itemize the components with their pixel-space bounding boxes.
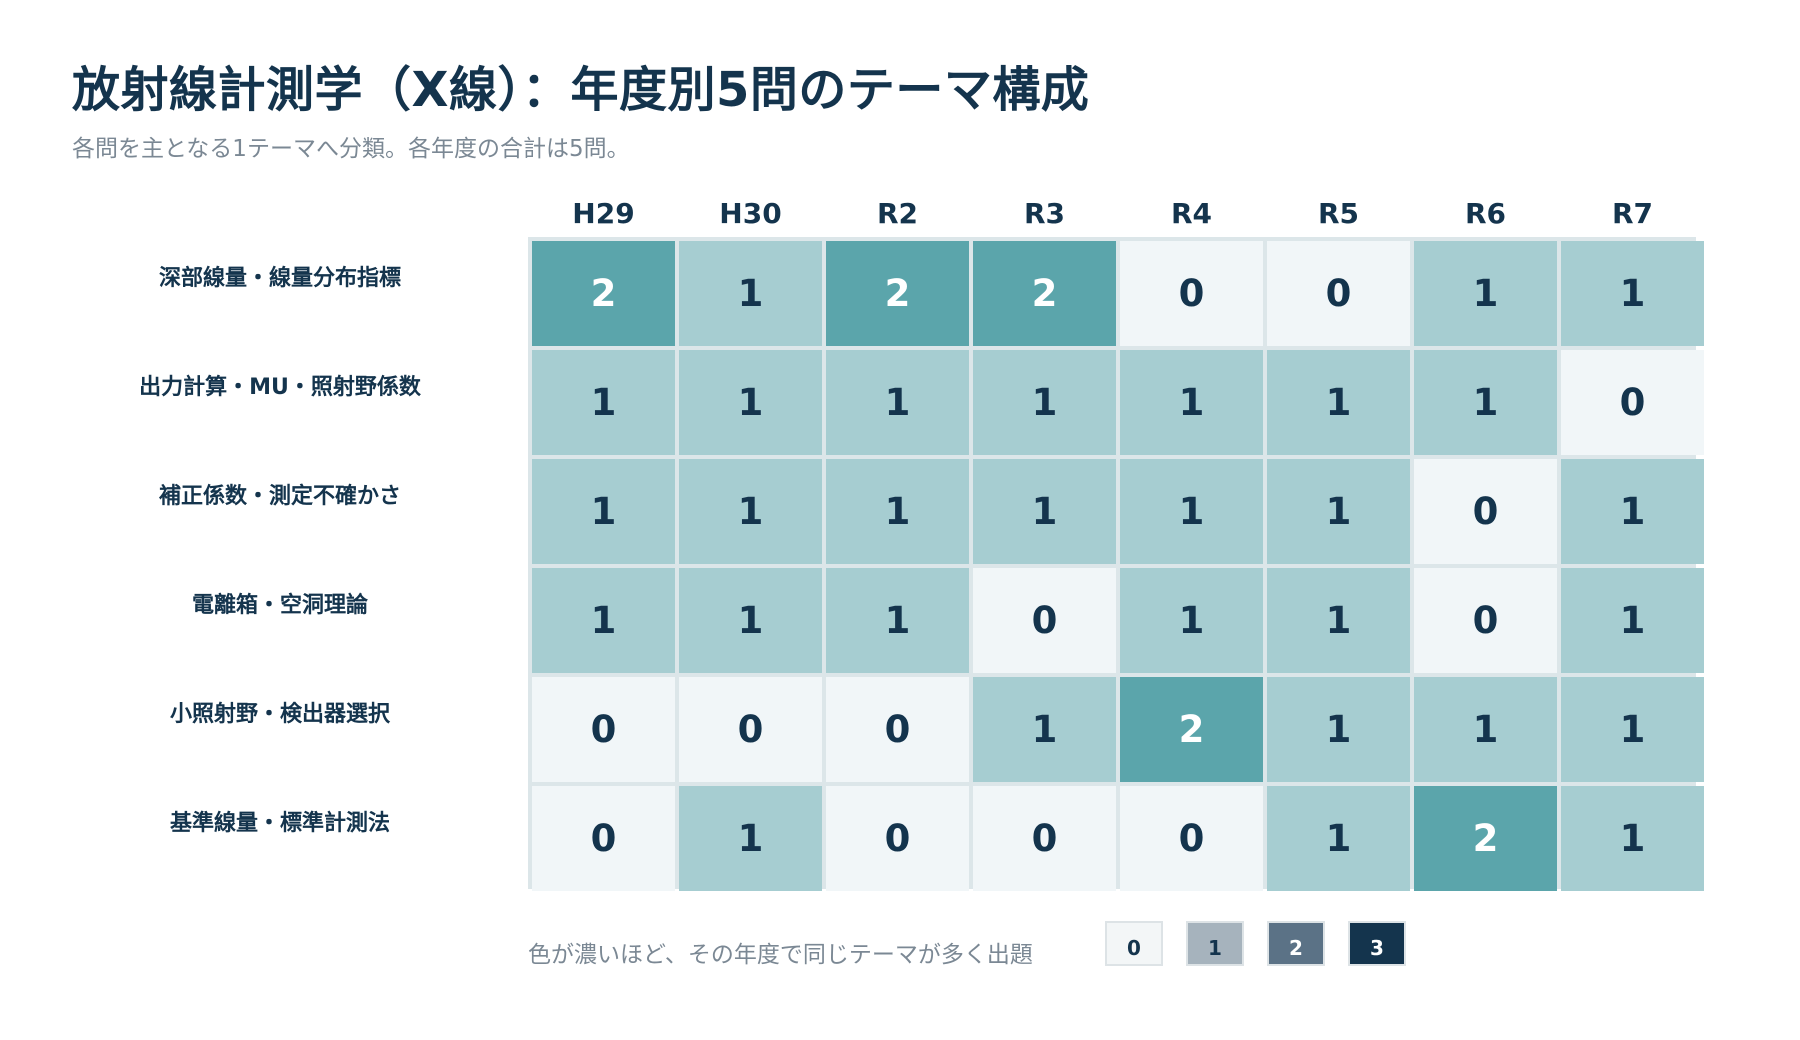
heatmap-cell-r1-r5: 0: [1267, 241, 1410, 346]
heatmap-cell-r6-r6: 2: [1414, 786, 1557, 891]
heatmap-cell-r5-r6: 1: [1414, 677, 1557, 782]
heatmap-cell-r3-h30: 1: [679, 459, 822, 564]
chart-subtitle: 各問を主となる1テーマへ分類。各年度の合計は5問。: [72, 136, 630, 162]
heatmap-cell-r5-r3: 1: [973, 677, 1116, 782]
heatmap-cell-r3-r5: 1: [1267, 459, 1410, 564]
heatmap-cell-r5-h29: 0: [532, 677, 675, 782]
heatmap-cell-r1-r4: 0: [1120, 241, 1263, 346]
heatmap-cell-r3-r3: 1: [973, 459, 1116, 564]
heatmap-cell-r1-r3: 2: [973, 241, 1116, 346]
column-header-r7: R7: [1611, 197, 1654, 230]
heatmap-cell-r2-r6: 1: [1414, 350, 1557, 455]
legend-swatch-0: 0: [1105, 921, 1163, 966]
column-header-h29: H29: [572, 197, 635, 230]
heatmap-cell-r5-r2: 0: [826, 677, 969, 782]
column-header-r5: R5: [1317, 197, 1360, 230]
heatmap-cell-r1-h29: 2: [532, 241, 675, 346]
column-header-r4: R4: [1170, 197, 1213, 230]
heatmap-cell-r4-h30: 1: [679, 568, 822, 673]
heatmap-cell-r2-h29: 1: [532, 350, 675, 455]
heatmap-cell-r2-r4: 1: [1120, 350, 1263, 455]
row-label-5: 小照射野・検出器選択: [169, 701, 390, 727]
heatmap-cell-r1-r2: 2: [826, 241, 969, 346]
heatmap-cell-r6-h30: 1: [679, 786, 822, 891]
row-label-6: 基準線量・標準計測法: [169, 810, 390, 836]
chart-title: 放射線計測学（X線）：年度別5問のテーマ構成: [72, 62, 1090, 118]
heatmap-cell-r4-r5: 1: [1267, 568, 1410, 673]
heatmap-cell-r6-r7: 1: [1561, 786, 1704, 891]
row-label-4: 電離箱・空洞理論: [191, 592, 368, 618]
heatmap-cell-r2-r7: 0: [1561, 350, 1704, 455]
heatmap-cell-r4-r2: 1: [826, 568, 969, 673]
heatmap-cell-r5-r4: 2: [1120, 677, 1263, 782]
heatmap-cell-r1-r7: 1: [1561, 241, 1704, 346]
heatmap-cell-r3-r6: 0: [1414, 459, 1557, 564]
heatmap-cell-r2-h30: 1: [679, 350, 822, 455]
heatmap-cell-r2-r5: 1: [1267, 350, 1410, 455]
legend-swatch-2: 2: [1267, 921, 1325, 966]
column-header-r3: R3: [1023, 197, 1066, 230]
heatmap-cell-r1-r6: 1: [1414, 241, 1557, 346]
heatmap-cell-r3-h29: 1: [532, 459, 675, 564]
heatmap-cell-r2-r2: 1: [826, 350, 969, 455]
heatmap-cell-r6-r5: 1: [1267, 786, 1410, 891]
heatmap-cell-r6-r2: 0: [826, 786, 969, 891]
heatmap-cell-r4-r4: 1: [1120, 568, 1263, 673]
legend-note: 色が濃いほど、その年度で同じテーマが多く出題: [528, 942, 1033, 968]
column-header-h30: H30: [719, 197, 782, 230]
heatmap-cell-r4-r3: 0: [973, 568, 1116, 673]
heatmap-cell-r5-r7: 1: [1561, 677, 1704, 782]
heatmap-cell-r2-r3: 1: [973, 350, 1116, 455]
row-label-1: 深部線量・線量分布指標: [158, 265, 401, 291]
column-header-r6: R6: [1464, 197, 1507, 230]
legend-swatch-1: 1: [1186, 921, 1244, 966]
heatmap-cell-r4-r6: 0: [1414, 568, 1557, 673]
heatmap-cell-r6-r3: 0: [973, 786, 1116, 891]
heatmap-cell-r3-r4: 1: [1120, 459, 1263, 564]
row-label-3: 補正係数・測定不確かさ: [158, 483, 401, 509]
row-label-2: 出力計算・MU・照射野係数: [139, 374, 421, 400]
heatmap-cell-r4-h29: 1: [532, 568, 675, 673]
heatmap-cell-r3-r2: 1: [826, 459, 969, 564]
column-header-r2: R2: [876, 197, 919, 230]
heatmap-cell-r6-r4: 0: [1120, 786, 1263, 891]
legend-swatch-3: 3: [1348, 921, 1406, 966]
heatmap-cell-r3-r7: 1: [1561, 459, 1704, 564]
heatmap-cell-r5-r5: 1: [1267, 677, 1410, 782]
heatmap-cell-r1-h30: 1: [679, 241, 822, 346]
heatmap-cell-r4-r7: 1: [1561, 568, 1704, 673]
heatmap-cell-r6-h29: 0: [532, 786, 675, 891]
heatmap-cell-r5-h30: 0: [679, 677, 822, 782]
